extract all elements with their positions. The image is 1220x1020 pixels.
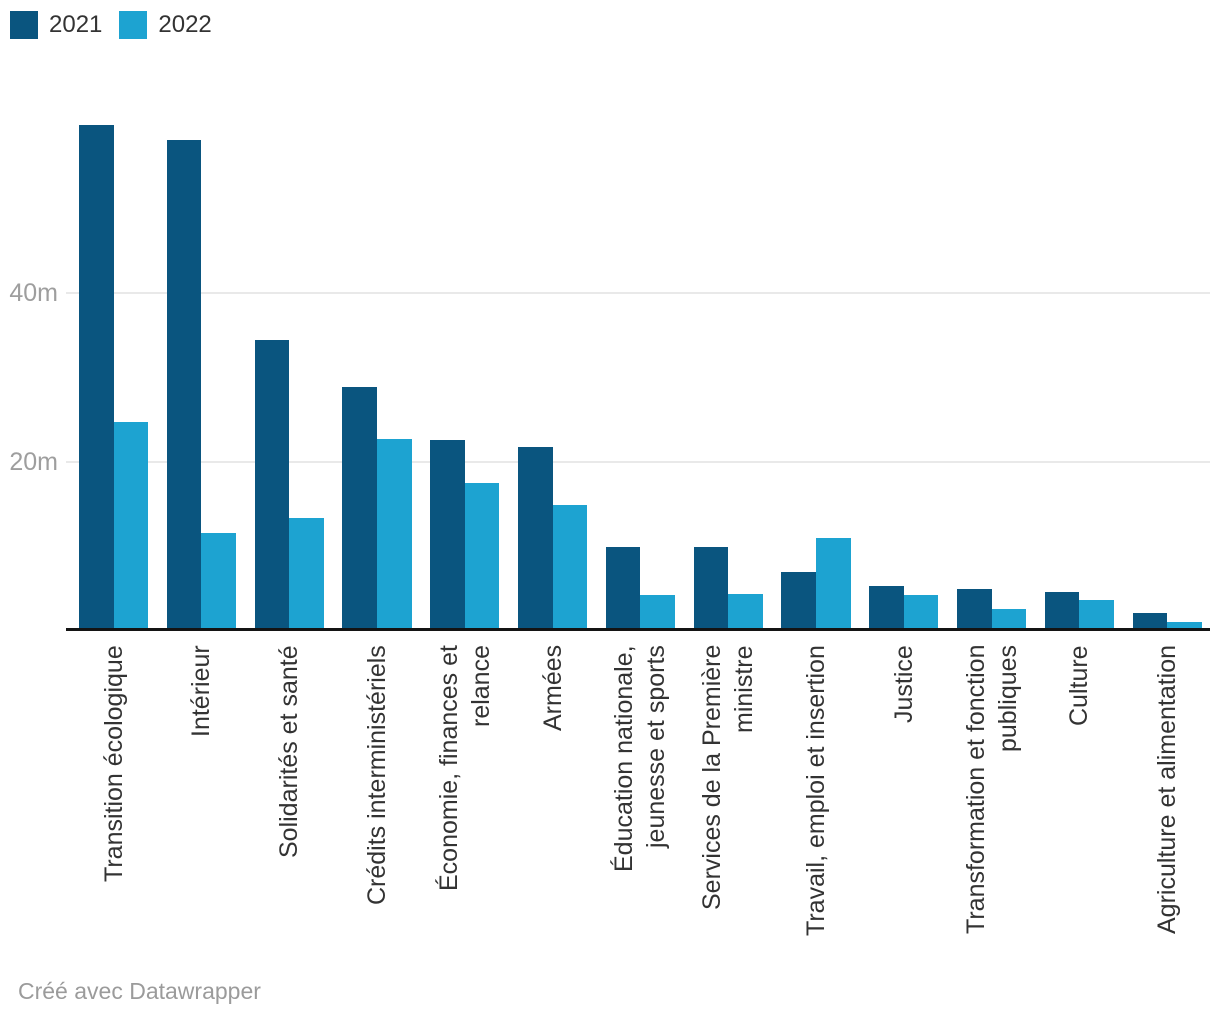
bar-2021 <box>605 547 641 630</box>
legend-swatch-2021 <box>10 11 38 39</box>
legend-item-2022: 2022 <box>119 11 212 39</box>
x-axis-label-wrap: Culture <box>929 645 1220 975</box>
bar-2021 <box>869 586 904 630</box>
x-axis-label-wrap: Intérieur <box>51 645 351 975</box>
bar-2022 <box>289 517 324 630</box>
bar-2021 <box>342 387 377 630</box>
legend: 2021 2022 <box>10 11 212 39</box>
x-axis-label: Transformation et fonction publiques <box>961 645 1022 935</box>
bar-2022 <box>377 438 412 630</box>
x-axis-label: Intérieur <box>187 645 216 737</box>
bar-2022 <box>113 421 149 630</box>
bar-2021 <box>781 571 816 630</box>
bar-2022 <box>903 594 939 630</box>
x-axis-label: Crédits interministériels <box>363 645 391 905</box>
bar-2022 <box>464 483 500 630</box>
bar-2022 <box>1079 599 1114 630</box>
bar-2021 <box>957 588 992 630</box>
bar-2022 <box>552 505 588 630</box>
x-axis-label: Agriculture et alimentation <box>1153 645 1182 935</box>
bar-2021 <box>254 340 290 630</box>
bar-2021 <box>693 546 729 630</box>
legend-item-2021: 2021 <box>10 11 102 39</box>
bar-2022 <box>816 538 851 630</box>
legend-label-2022: 2022 <box>158 11 212 38</box>
chart-credit: Créé avec Datawrapper <box>18 978 261 1005</box>
grid-line <box>66 292 1210 294</box>
x-axis-label-wrap: Crédits interministériels <box>227 645 527 975</box>
credit-text: Créé avec Datawrapper <box>18 978 261 1004</box>
x-axis-label-wrap: Économie, finances et relance <box>315 645 615 975</box>
bar-2022 <box>201 533 236 630</box>
x-axis-label-wrap: Solidarités et santé <box>139 645 439 975</box>
x-axis-label: Transition écologique <box>99 645 128 882</box>
x-axis-label: Services de la Première ministre <box>698 645 759 911</box>
x-axis-label: Éducation nationale, jeunesse et sports <box>610 645 671 872</box>
x-axis-label-wrap: Éducation nationale, jeunesse et sports <box>490 645 790 975</box>
x-axis-label-wrap: Transition écologique <box>0 645 264 975</box>
bar-2022 <box>1167 622 1202 630</box>
bar-2021 <box>1044 592 1080 630</box>
grid-line <box>66 460 1210 463</box>
legend-swatch-2022 <box>119 11 148 39</box>
y-tick-label: 20m <box>9 447 58 476</box>
bar-2021 <box>79 124 114 630</box>
x-axis-label: Solidarités et santé <box>275 645 304 858</box>
x-axis-label-wrap: Armées <box>403 645 703 975</box>
x-axis-label-wrap: Justice <box>754 645 1054 975</box>
bar-2022 <box>640 595 675 630</box>
x-axis-label: Travail, emploi et insertion <box>802 645 830 936</box>
y-tick-label: 40m <box>9 279 58 307</box>
bar-2021 <box>430 440 465 630</box>
bar-2021 <box>166 139 202 630</box>
x-axis-label-wrap: Services de la Première ministre <box>578 645 878 975</box>
x-axis-label: Culture <box>1065 645 1094 726</box>
x-axis-line <box>66 628 1210 631</box>
bar-2021 <box>518 447 553 630</box>
x-axis-label: Armées <box>538 645 567 732</box>
x-axis-label-wrap: Transformation et fonction publiques <box>842 645 1142 975</box>
x-axis-label-wrap: Agriculture et alimentation <box>1017 645 1220 975</box>
bar-2021 <box>1132 613 1168 630</box>
x-axis-label: Économie, finances et relance <box>434 645 495 891</box>
bar-2022 <box>728 593 763 630</box>
x-axis-label-wrap: Travail, emploi et insertion <box>666 645 966 975</box>
x-axis-label: Justice <box>889 645 918 723</box>
legend-label-2021: 2021 <box>49 11 103 38</box>
bar-2022 <box>991 608 1027 630</box>
